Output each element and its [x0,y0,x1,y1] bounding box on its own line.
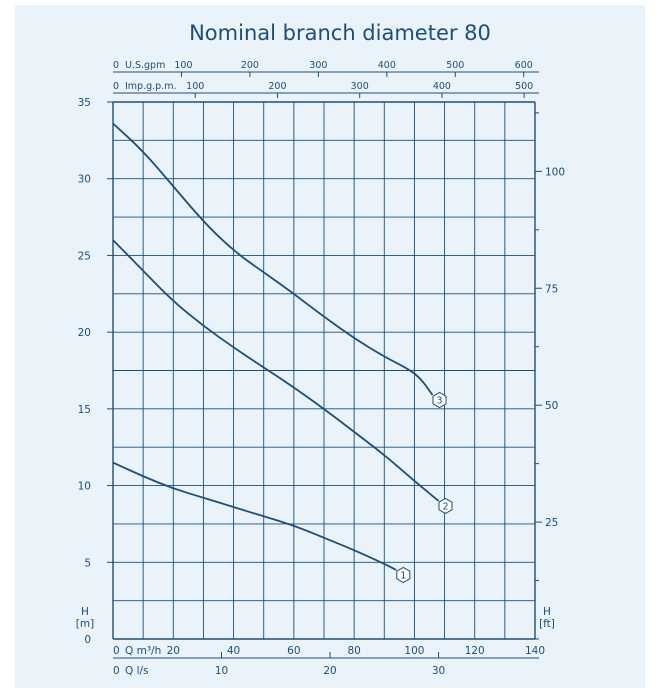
y-ft-tick-label: 25 [545,517,558,529]
curve-label-1: 1 [400,570,406,581]
y-tick-label: 15 [78,404,91,416]
y-ft-tick-label: 50 [545,400,558,412]
y-tick-label: 5 [84,557,91,569]
y-ft-tick-label: 100 [545,166,565,178]
y-ft-axis-label: [ft] [539,618,555,630]
y-ft-axis-label: H [543,606,551,618]
q-ls-tick-label: 10 [215,665,228,677]
y-tick-label: 30 [78,174,91,186]
curve-marker-1 [396,566,411,584]
y-tick-label: 35 [78,97,91,109]
usgpm-tick-label: 300 [309,60,327,71]
q-ls-tick-label: 30 [432,665,445,677]
usgpm-tick-label: 500 [446,60,464,71]
impgpm-tick-label: 400 [433,81,451,92]
y-tick-label: 10 [78,481,91,493]
q-ls-zero: 0 [113,665,120,677]
q-m3h-tick-label: 20 [167,645,180,657]
q-m3h-tick-label: 60 [287,645,300,657]
impgpm-label: Imp.g.p.m. [125,81,176,92]
impgpm-tick-label: 300 [351,81,369,92]
q-m3h-zero: 0 [113,645,120,657]
y-axis-label: H [81,606,89,618]
pump-curve-chart: Nominal branch diameter 80 5101520253035… [76,21,565,677]
y-tick-label: 20 [78,327,91,339]
q-m3h-tick-label: 100 [404,645,424,657]
curve-2 [112,239,440,502]
y-tick-label: 0 [84,634,91,646]
chart-title: Nominal branch diameter 80 [189,21,491,45]
usgpm-tick-label: 100 [174,60,192,71]
impgpm-zero: 0 [113,81,119,92]
impgpm-tick-label: 100 [186,81,204,92]
usgpm-tick-label: 200 [241,60,259,71]
curve-label-2: 2 [443,501,449,512]
impgpm-tick-label: 200 [268,81,286,92]
curve-marker-3 [432,391,447,409]
usgpm-tick-label: 600 [515,60,533,71]
curve-3 [112,122,434,396]
impgpm-tick-label: 500 [515,81,533,92]
usgpm-label: U.S.gpm [125,60,165,71]
usgpm-zero: 0 [113,60,119,71]
curve-marker-2 [438,497,453,514]
q-ls-label: Q l/s [125,665,149,677]
curve-label-3: 3 [436,396,442,407]
q-m3h-tick-label: 40 [227,645,240,657]
q-m3h-tick-label: 120 [465,645,485,657]
q-m3h-label: Q m³/h [125,645,161,657]
usgpm-tick-label: 400 [378,60,396,71]
curve-1 [112,461,397,571]
chart-card: Nominal branch diameter 80 5 10 15 20 25 30 35… [15,5,645,688]
q-ls-tick-label: 20 [323,665,336,677]
y-tick-label: 25 [78,250,91,262]
q-m3h-tick-label: 140 [525,645,545,657]
q-m3h-tick-label: 80 [347,645,360,657]
y-axis-label: [m] [76,618,94,630]
y-ft-tick-label: 75 [545,283,558,295]
